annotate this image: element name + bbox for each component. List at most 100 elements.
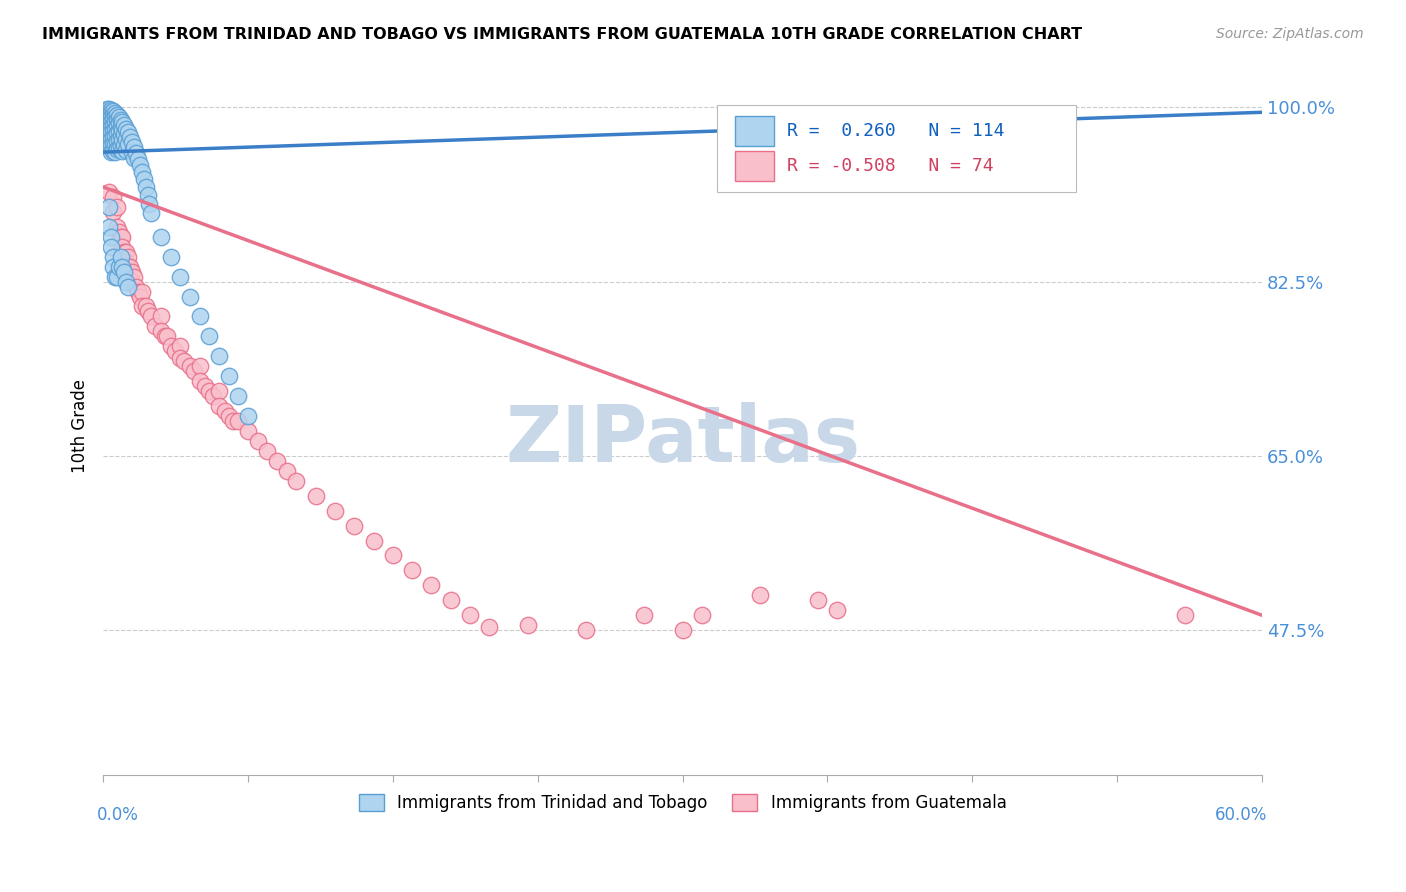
Point — [131, 285, 153, 299]
Point — [401, 563, 423, 577]
Point — [117, 260, 139, 274]
Point — [136, 188, 159, 202]
Point — [807, 593, 830, 607]
Point — [100, 229, 122, 244]
Point — [107, 260, 129, 274]
Point — [100, 125, 122, 139]
Point — [117, 250, 139, 264]
Point — [96, 122, 118, 136]
Point — [105, 142, 128, 156]
Point — [150, 310, 173, 324]
Point — [214, 404, 236, 418]
Text: R =  0.260   N = 114: R = 0.260 N = 114 — [787, 122, 1004, 140]
Point — [122, 151, 145, 165]
Point — [97, 200, 120, 214]
Point — [110, 139, 132, 153]
Point — [96, 125, 118, 139]
Point — [131, 300, 153, 314]
Point — [228, 414, 250, 428]
Point — [105, 120, 128, 134]
Point — [107, 124, 129, 138]
Text: Source: ZipAtlas.com: Source: ZipAtlas.com — [1216, 27, 1364, 41]
Point — [150, 325, 173, 339]
Point — [97, 140, 120, 154]
Point — [94, 115, 117, 129]
Point — [169, 269, 191, 284]
Point — [343, 518, 366, 533]
Point — [97, 116, 120, 130]
Point — [107, 110, 129, 124]
Point — [198, 384, 221, 399]
Point — [440, 593, 463, 607]
Point — [97, 219, 120, 234]
Point — [101, 137, 124, 152]
Point — [105, 200, 128, 214]
Text: IMMIGRANTS FROM TRINIDAD AND TOBAGO VS IMMIGRANTS FROM GUATEMALA 10TH GRADE CORR: IMMIGRANTS FROM TRINIDAD AND TOBAGO VS I… — [42, 27, 1083, 42]
Point — [169, 339, 191, 353]
Point — [97, 110, 120, 124]
Point — [128, 158, 150, 172]
Point — [97, 130, 120, 145]
Point — [266, 454, 288, 468]
Text: ZIPatlas: ZIPatlas — [505, 402, 860, 478]
Point — [138, 197, 160, 211]
Point — [125, 146, 148, 161]
Point — [183, 364, 205, 378]
Point — [101, 260, 124, 274]
Point — [125, 279, 148, 293]
Point — [104, 129, 127, 144]
Point — [101, 112, 124, 127]
Point — [141, 310, 163, 324]
Point — [478, 620, 501, 634]
Point — [104, 137, 127, 152]
Point — [208, 349, 231, 363]
Point — [221, 414, 243, 428]
Point — [107, 132, 129, 146]
Point — [169, 351, 191, 366]
Point — [94, 120, 117, 135]
Point — [101, 118, 124, 132]
Point — [120, 130, 142, 145]
Point — [150, 229, 173, 244]
Point — [104, 122, 127, 136]
Point — [112, 118, 135, 132]
Point — [218, 369, 240, 384]
Point — [285, 474, 308, 488]
Point — [121, 275, 143, 289]
Point — [111, 260, 134, 274]
Point — [323, 503, 346, 517]
Text: 0.0%: 0.0% — [97, 806, 139, 824]
Point — [153, 329, 176, 343]
Point — [111, 240, 134, 254]
Point — [101, 104, 124, 119]
Point — [105, 219, 128, 234]
Point — [115, 244, 138, 259]
Point — [96, 103, 118, 117]
Point — [100, 110, 122, 124]
Point — [105, 108, 128, 122]
Point — [143, 319, 166, 334]
Point — [100, 115, 122, 129]
Point — [246, 434, 269, 448]
Point — [96, 130, 118, 145]
Point — [115, 275, 138, 289]
Point — [111, 123, 134, 137]
Point — [173, 354, 195, 368]
Point — [115, 132, 138, 146]
Point — [202, 389, 225, 403]
Point — [748, 588, 770, 602]
Point — [575, 623, 598, 637]
Point — [381, 549, 404, 563]
Point — [115, 143, 138, 157]
Point — [100, 240, 122, 254]
Point — [188, 374, 211, 388]
Point — [121, 145, 143, 160]
Point — [156, 329, 179, 343]
Point — [121, 135, 143, 149]
Point — [96, 105, 118, 120]
Point — [101, 130, 124, 145]
Point — [236, 409, 259, 423]
Point — [104, 110, 127, 124]
Text: R = -0.508   N = 74: R = -0.508 N = 74 — [787, 157, 994, 175]
Point — [159, 250, 181, 264]
